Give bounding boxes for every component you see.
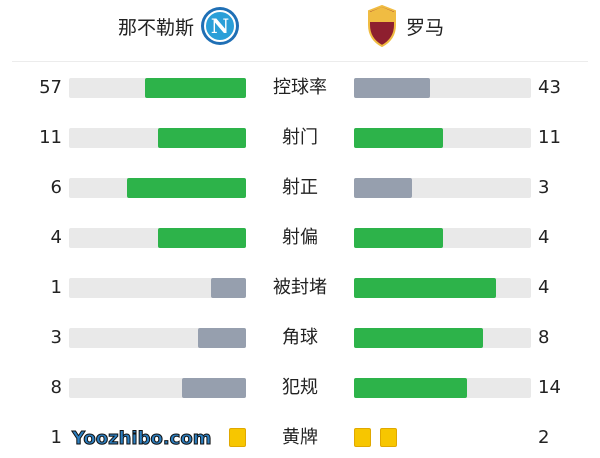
stat-row: 3 角球 8 [0,327,600,349]
stat-row: 8 犯规 14 [0,377,600,399]
home-bar-fill [145,78,246,98]
stat-row: 6 射正 3 [0,177,600,199]
away-bar-fill [354,178,413,198]
home-bar-fill [157,228,246,248]
away-bar-track [354,378,531,398]
home-bar-fill [157,128,246,148]
away-bar-track [354,78,531,98]
stat-label: 射门 [282,127,318,148]
home-value: 1 [50,427,62,448]
away-bar-fill [354,228,443,248]
home-bar-fill [182,378,246,398]
home-team: 那不勒斯 N [118,6,240,46]
away-value: 43 [538,77,561,98]
home-value: 1 [50,277,62,298]
stat-label: 犯规 [282,377,318,398]
stat-row: 11 射门 11 [0,127,600,149]
away-bar-fill [354,378,468,398]
away-team: 罗马 [366,5,445,47]
away-bar-track [354,228,531,248]
watermark: Yoozhibo.com [71,428,212,450]
home-value: 11 [39,127,62,148]
away-value: 8 [538,327,550,348]
stat-row: 1 被封堵 4 [0,277,600,299]
home-value: 3 [50,327,62,348]
svg-text:N: N [211,14,229,38]
home-value: 8 [50,377,62,398]
stat-row: 4 射偏 4 [0,227,600,249]
away-bar-fill [354,328,484,348]
divider [12,61,588,62]
away-value: 3 [538,177,550,198]
stat-row: 57 控球率 43 [0,77,600,99]
home-bar-track [69,78,246,98]
away-value: 2 [538,427,550,448]
away-bar-track [354,128,531,148]
away-value: 11 [538,127,561,148]
yellow-card-icon [229,428,246,447]
home-bar-track [69,228,246,248]
away-bar-fill [354,128,443,148]
stat-label: 角球 [282,327,318,348]
yellow-card-icon [380,428,397,447]
home-value: 4 [50,227,62,248]
away-bar-track [354,178,531,198]
home-team-name: 那不勒斯 [118,16,195,39]
away-bar-fill [354,278,496,298]
away-value: 4 [538,227,550,248]
stat-label: 射正 [282,177,318,198]
home-value: 57 [39,77,62,98]
home-bar-fill [198,328,246,348]
home-value: 6 [50,177,62,198]
stat-row-yellow-cards: 1 黄牌 2 [0,427,600,449]
home-bar-track [69,328,246,348]
home-bar-track [69,278,246,298]
stat-label: 被封堵 [273,277,327,298]
stat-label: 控球率 [273,77,327,98]
away-bar-fill [354,78,431,98]
home-bar-track [69,128,246,148]
home-bar-fill [210,278,246,298]
home-bar-fill [127,178,246,198]
away-team-name: 罗马 [406,16,445,39]
napoli-logo-icon: N [201,7,240,45]
roma-logo-icon [368,5,396,47]
away-bar-track [354,278,531,298]
away-value: 14 [538,377,561,398]
home-bar-track [69,378,246,398]
away-value: 4 [538,277,550,298]
yellow-card-icon [354,428,371,447]
away-bar-track [354,328,531,348]
home-bar-track [69,178,246,198]
stat-label: 射偏 [282,227,318,248]
stat-label: 黄牌 [282,427,318,448]
